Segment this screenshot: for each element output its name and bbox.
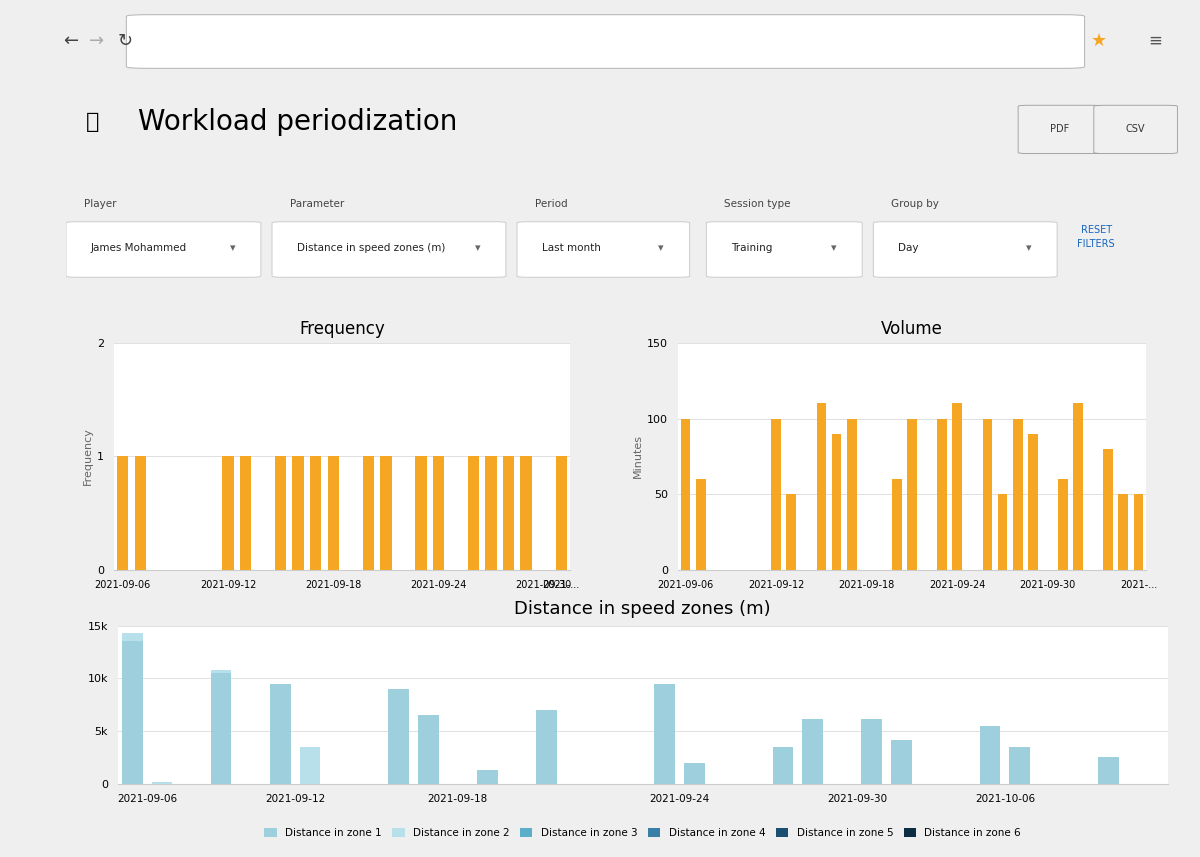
Bar [937, 418, 947, 570]
Bar [1058, 479, 1068, 570]
Bar [415, 456, 427, 570]
Bar [418, 716, 438, 784]
FancyBboxPatch shape [874, 222, 1057, 278]
Bar [1098, 757, 1118, 784]
Text: ≡: ≡ [1148, 32, 1162, 50]
Legend: Distance in zone 1, Distance in zone 2, Distance in zone 3, Distance in zone 4, : Distance in zone 1, Distance in zone 2, … [260, 824, 1025, 842]
Bar [521, 456, 532, 570]
Bar [328, 456, 338, 570]
FancyBboxPatch shape [1018, 105, 1102, 153]
Bar [862, 719, 882, 784]
Bar [211, 670, 232, 674]
Text: Player: Player [84, 199, 116, 209]
Bar [1103, 449, 1114, 570]
Bar [211, 674, 232, 784]
Title: Frequency: Frequency [299, 321, 385, 339]
Text: CSV: CSV [1126, 124, 1145, 135]
Bar [122, 641, 143, 784]
Bar [293, 456, 304, 570]
Bar [1028, 434, 1038, 570]
Text: 📊: 📊 [86, 111, 100, 132]
FancyBboxPatch shape [1094, 105, 1177, 153]
Bar [803, 719, 823, 784]
Bar [362, 456, 374, 570]
Bar [433, 456, 444, 570]
FancyBboxPatch shape [272, 222, 506, 278]
Text: Group by: Group by [892, 199, 940, 209]
Text: Parameter: Parameter [290, 199, 344, 209]
Bar [892, 740, 912, 784]
Bar [953, 404, 962, 570]
Bar [222, 456, 234, 570]
Text: →: → [90, 32, 104, 50]
Bar [118, 456, 128, 570]
Bar [310, 456, 322, 570]
Bar [654, 684, 676, 784]
Bar [485, 456, 497, 570]
Bar [892, 479, 902, 570]
Bar [1134, 494, 1144, 570]
Text: ★: ★ [1091, 32, 1106, 50]
Text: James Mohammed: James Mohammed [90, 243, 187, 254]
Bar [816, 404, 827, 570]
Bar [680, 418, 690, 570]
Y-axis label: Minutes: Minutes [634, 434, 643, 478]
Bar [556, 456, 566, 570]
Text: Last month: Last month [541, 243, 600, 254]
Bar [1009, 747, 1030, 784]
Bar [773, 747, 793, 784]
Bar [979, 726, 1001, 784]
Bar [983, 418, 992, 570]
Bar [134, 456, 146, 570]
FancyBboxPatch shape [126, 15, 1085, 69]
Text: Training: Training [731, 243, 772, 254]
Bar [536, 710, 557, 784]
Text: ▾: ▾ [659, 243, 664, 254]
Bar [270, 684, 290, 784]
Bar [907, 418, 917, 570]
Text: PDF: PDF [1050, 124, 1069, 135]
Text: Session type: Session type [724, 199, 791, 209]
FancyBboxPatch shape [66, 222, 260, 278]
Bar [389, 689, 409, 784]
Text: ▾: ▾ [475, 243, 480, 254]
Bar [300, 747, 320, 784]
Bar [696, 479, 706, 570]
Text: RESET
FILTERS: RESET FILTERS [1078, 225, 1115, 249]
Bar [122, 633, 143, 641]
Bar [503, 456, 515, 570]
Bar [151, 782, 173, 784]
Text: Distance in speed zones (m): Distance in speed zones (m) [296, 243, 445, 254]
Title: Volume: Volume [881, 321, 943, 339]
Text: ▾: ▾ [1026, 243, 1032, 254]
FancyBboxPatch shape [517, 222, 690, 278]
Bar [832, 434, 841, 570]
Text: Day: Day [898, 243, 918, 254]
Bar [240, 456, 251, 570]
Title: Distance in speed zones (m): Distance in speed zones (m) [515, 601, 770, 619]
Bar [476, 770, 498, 784]
Bar [380, 456, 391, 570]
Text: ▾: ▾ [832, 243, 836, 254]
FancyBboxPatch shape [707, 222, 863, 278]
Bar [1013, 418, 1022, 570]
Y-axis label: Frequency: Frequency [83, 428, 92, 485]
Bar [786, 494, 796, 570]
Text: ↻: ↻ [118, 32, 132, 50]
Text: ▾: ▾ [229, 243, 235, 254]
Bar [1073, 404, 1082, 570]
Text: Workload periodization: Workload periodization [138, 108, 457, 135]
Bar [847, 418, 857, 570]
Bar [684, 763, 704, 784]
Bar [772, 418, 781, 570]
Text: ←: ← [62, 32, 78, 50]
Bar [1118, 494, 1128, 570]
Bar [468, 456, 479, 570]
Bar [997, 494, 1008, 570]
Bar [275, 456, 287, 570]
Text: Period: Period [535, 199, 568, 209]
